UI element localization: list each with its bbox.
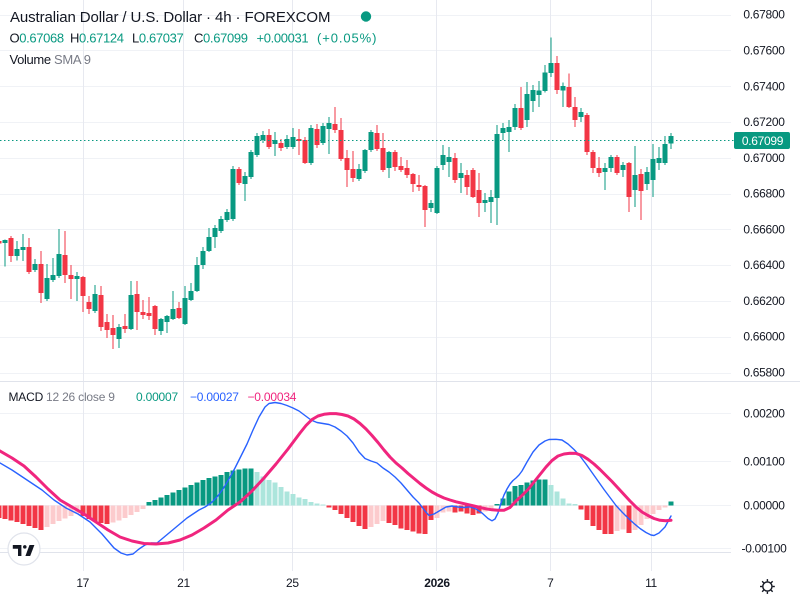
svg-text:0.66000: 0.66000	[743, 330, 785, 344]
svg-text:0.00100: 0.00100	[743, 455, 785, 469]
svg-text:12 26 close 9: 12 26 close 9	[46, 390, 115, 404]
svg-text:0.66200: 0.66200	[743, 294, 785, 308]
svg-text:0.66800: 0.66800	[743, 187, 785, 201]
svg-text:7: 7	[547, 576, 554, 590]
svg-text:0.66400: 0.66400	[743, 258, 785, 272]
svg-text:21: 21	[177, 576, 190, 590]
svg-text:0.67200: 0.67200	[743, 115, 785, 129]
svg-text:Volume SMA 9: Volume SMA 9	[10, 52, 91, 67]
svg-text:17: 17	[76, 576, 89, 590]
svg-text:11: 11	[645, 576, 657, 590]
svg-text:L0.67037: L0.67037	[132, 31, 184, 46]
svg-text:−0.00034: −0.00034	[248, 390, 297, 404]
svg-text:0.67000: 0.67000	[743, 151, 785, 165]
svg-text:0.66600: 0.66600	[743, 222, 785, 236]
svg-text:2026: 2026	[424, 576, 450, 590]
svg-text:C0.67099: C0.67099	[194, 31, 248, 46]
svg-text:25: 25	[286, 576, 299, 590]
svg-text:0.00200: 0.00200	[743, 407, 785, 421]
svg-text:(+0.05%): (+0.05%)	[317, 31, 377, 46]
svg-text:0.65800: 0.65800	[743, 366, 785, 380]
svg-text:0.67600: 0.67600	[743, 44, 785, 58]
svg-text:−0.00027: −0.00027	[190, 390, 239, 404]
svg-text:0.67800: 0.67800	[743, 8, 785, 22]
svg-text:0.67099: 0.67099	[742, 134, 784, 148]
svg-text:0.00000: 0.00000	[743, 499, 785, 513]
svg-text:Australian Dollar / U.S. Dolla: Australian Dollar / U.S. Dollar · 4h · F…	[10, 9, 330, 26]
svg-text:-0.00100: -0.00100	[742, 542, 788, 556]
svg-text:H0.67124: H0.67124	[70, 31, 124, 46]
svg-text:0.00007: 0.00007	[136, 390, 179, 404]
svg-text:+0.00031: +0.00031	[257, 31, 309, 46]
svg-text:O0.67068: O0.67068	[10, 31, 64, 46]
svg-text:MACD: MACD	[9, 390, 44, 404]
svg-text:0.67400: 0.67400	[743, 79, 785, 93]
